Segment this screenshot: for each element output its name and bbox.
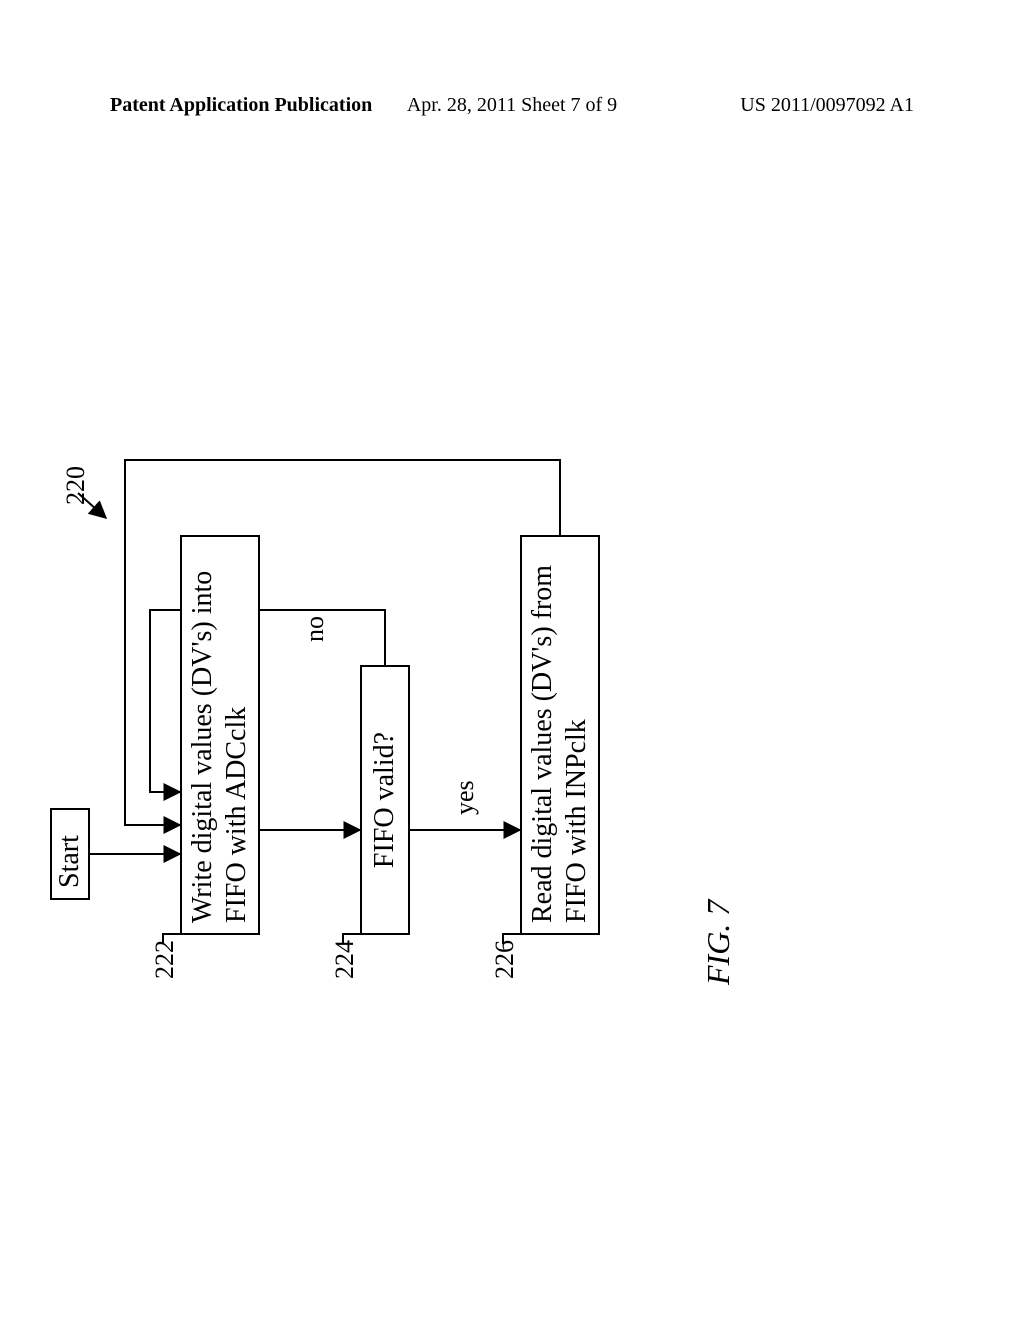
header-center: Apr. 28, 2011 Sheet 7 of 9 [407,94,617,117]
ref-label-read: 226 [490,940,520,979]
header-right: US 2011/0097092 A1 [740,94,914,117]
figure-label: FIG. 7 [700,900,737,985]
node-label-valid: FIFO valid? [368,732,402,868]
node-write: Write digital values (DV's) into FIFO wi… [180,535,260,935]
edge-label-e3: yes [450,780,480,815]
ref-label-valid: 224 [330,940,360,979]
edge-label-e4: no [300,616,330,642]
header-left: Patent Application Publication [110,94,372,117]
page: Patent Application Publication Apr. 28, … [0,0,1024,1320]
node-read: Read digital values (DV's) from FIFO wit… [520,535,600,935]
ref-label-write: 222 [150,940,180,979]
flowchart: Start Write digital values (DV's) into FI… [50,430,790,990]
diagram-ref-label: 220 [61,466,91,505]
node-label-write: Write digital values (DV's) into FIFO wi… [186,571,253,923]
node-valid: FIFO valid? [360,665,410,935]
page-header: Patent Application Publication Apr. 28, … [110,94,914,124]
node-label-start: Start [53,835,87,888]
flowchart-edges [50,430,790,990]
node-start: Start [50,808,90,900]
flowchart-inner: Start Write digital values (DV's) into FI… [50,430,790,990]
node-label-read: Read digital values (DV's) from FIFO wit… [526,565,593,923]
